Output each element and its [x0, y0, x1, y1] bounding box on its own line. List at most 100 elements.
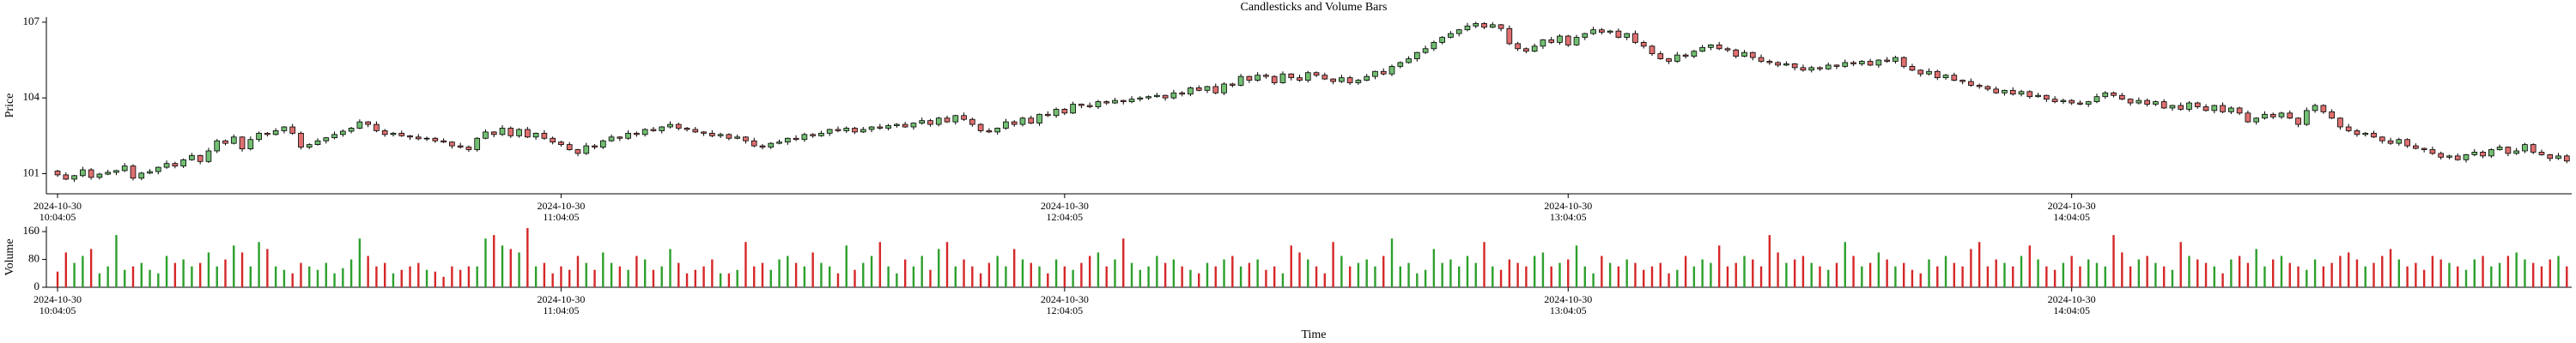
- candle-body: [1968, 81, 1974, 86]
- candle-body: [759, 145, 766, 147]
- volume-bar: [1717, 245, 1721, 287]
- candle-body: [2563, 155, 2570, 162]
- candle-body: [1917, 69, 1924, 75]
- candle-body: [1397, 62, 1404, 67]
- candle-body: [1564, 35, 1571, 45]
- candle-body: [2236, 107, 2243, 114]
- candle-body: [743, 136, 749, 141]
- candle-body: [105, 172, 112, 175]
- candle-body: [1640, 42, 1647, 47]
- volume-bar: [2482, 256, 2484, 287]
- candle-body: [1674, 54, 1680, 62]
- volume-bar: [383, 262, 386, 287]
- y-tick-label: 104: [23, 90, 40, 103]
- candle-body: [432, 137, 439, 141]
- x-tick-label: 2024-10-30 12:04:05: [1040, 200, 1089, 223]
- candle-body: [1304, 72, 1311, 81]
- volume-bar: [1382, 256, 1385, 287]
- volume-bar: [124, 269, 126, 287]
- volume-bar: [938, 249, 940, 287]
- candle-body: [910, 123, 917, 128]
- volume-bar: [1189, 269, 1192, 287]
- volume-bar: [543, 262, 546, 287]
- candle-body: [977, 123, 984, 131]
- candle-body: [2093, 96, 2100, 102]
- candle-body: [1984, 86, 1991, 90]
- volume-bar: [1374, 266, 1376, 287]
- volume-bar: [1643, 269, 1645, 287]
- volume-bar: [1936, 266, 1939, 287]
- candle-body: [2178, 105, 2184, 110]
- volume-bar: [1483, 242, 1485, 287]
- candle-body: [1279, 73, 1286, 83]
- volume-bar: [585, 262, 587, 287]
- candle-body: [1691, 51, 1698, 57]
- volume-bar: [1139, 269, 1142, 287]
- volume-bar: [1390, 238, 1394, 287]
- volume-bar: [1978, 242, 1981, 287]
- volume-bar: [1156, 256, 1158, 287]
- volume-bar: [1013, 249, 1016, 287]
- volume-bar: [794, 262, 798, 287]
- candle-body: [1951, 75, 1958, 81]
- volume-bar: [1399, 266, 1401, 287]
- candle-body: [650, 129, 657, 131]
- candle-body: [449, 141, 455, 147]
- volume-bar: [140, 262, 143, 287]
- candle-body: [2446, 155, 2452, 158]
- candle-body: [365, 121, 371, 125]
- candle-body: [2118, 94, 2125, 100]
- volume-bar: [2439, 259, 2442, 287]
- volume-bar: [240, 252, 244, 287]
- volume-bar: [1281, 273, 1285, 287]
- candle-body: [1557, 35, 1563, 43]
- candle-body: [222, 140, 228, 144]
- candle-body: [88, 169, 94, 178]
- volume-bar: [1315, 266, 1318, 287]
- candle-body: [1464, 25, 1471, 31]
- candle-body: [1649, 45, 1656, 55]
- candle-body: [525, 129, 531, 138]
- candle-body: [1448, 33, 1454, 38]
- volume-bar: [1508, 259, 1511, 287]
- volume-bar: [1223, 259, 1225, 287]
- volume-bar: [1147, 266, 1150, 287]
- candle-body: [550, 137, 556, 143]
- candle-body: [2371, 132, 2377, 138]
- candle-body: [1531, 45, 1538, 52]
- volume-bar: [2272, 259, 2275, 287]
- candle-body: [2530, 144, 2537, 153]
- volume-bar: [2524, 259, 2526, 287]
- volume-bar: [1735, 262, 1737, 287]
- volume-bar: [2162, 266, 2166, 287]
- candle-body: [1237, 75, 1244, 86]
- candle-body: [776, 141, 782, 144]
- candle-body: [2396, 139, 2403, 144]
- candle-body: [2002, 89, 2008, 93]
- volume-bar: [2255, 249, 2257, 287]
- volume-bar: [1835, 262, 1838, 287]
- volume-bar: [2347, 252, 2350, 287]
- candle-body: [659, 126, 665, 131]
- candle-body: [2035, 94, 2041, 98]
- candle-body: [1506, 27, 1513, 45]
- volume-bar: [1474, 262, 1477, 287]
- volume-bar: [2020, 256, 2023, 287]
- candle-body: [1011, 121, 1018, 125]
- volume-bar: [694, 269, 697, 287]
- volume-bar: [417, 262, 420, 287]
- volume-bar: [2104, 266, 2106, 287]
- candle-body: [2429, 149, 2436, 154]
- candle-body: [314, 140, 321, 146]
- volume-bar: [1986, 266, 1990, 287]
- volume-bar: [2532, 262, 2535, 287]
- volume-bar: [635, 256, 638, 287]
- candle-body: [2253, 117, 2260, 123]
- candle-body: [2413, 145, 2419, 149]
- volume-bar: [1793, 259, 1796, 287]
- volume-bar: [996, 256, 999, 287]
- volume-bar: [1248, 262, 1251, 287]
- volume-bar: [1608, 262, 1612, 287]
- volume-bar: [896, 273, 898, 287]
- volume-bar: [1432, 249, 1436, 287]
